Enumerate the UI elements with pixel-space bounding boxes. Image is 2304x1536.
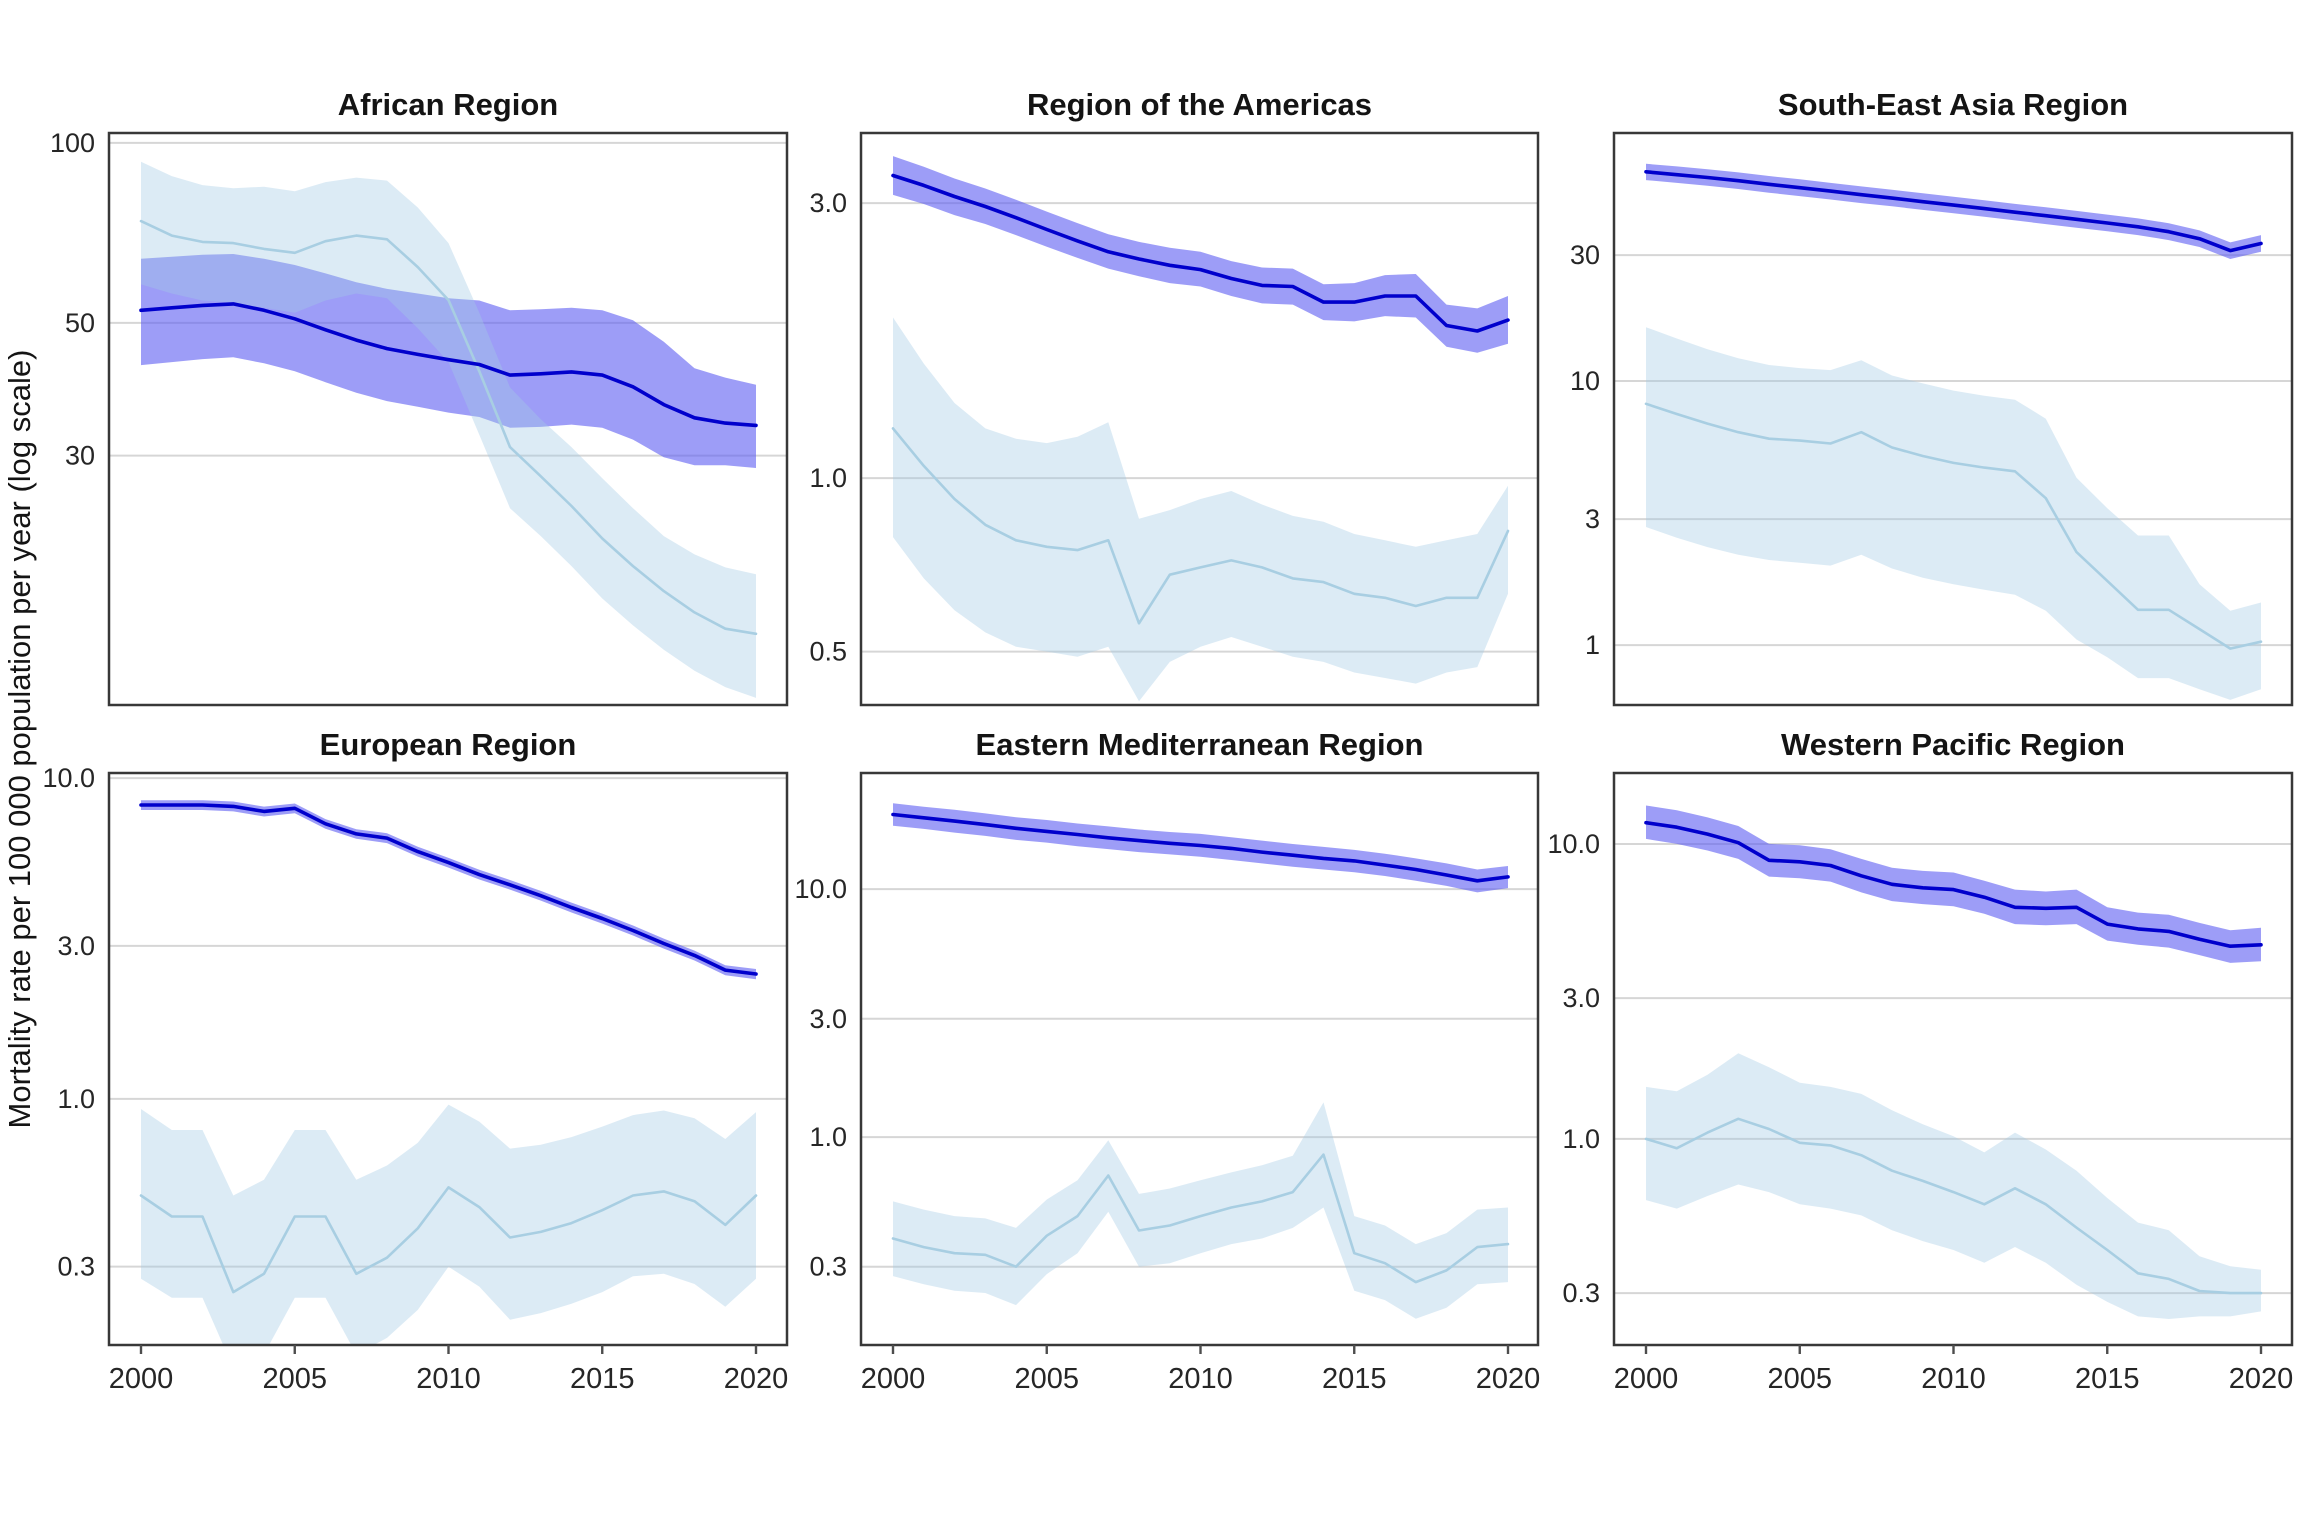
y-tick-label: 3.0 [809, 1004, 847, 1034]
y-tick-label: 0.3 [1562, 1278, 1600, 1308]
y-tick-label: 0.3 [809, 1252, 847, 1282]
x-tick-label: 2020 [2229, 1363, 2294, 1395]
panel-background [861, 133, 1538, 705]
panel-title: European Region [320, 727, 577, 762]
dark-blue-estimate-line [1644, 170, 2263, 253]
x-tick-label: 2015 [1322, 1363, 1387, 1395]
panel-african-region: 100 50 30 African Region [50, 87, 789, 707]
light-blue-estimate-line [139, 1186, 758, 1294]
y-tick-label: 0.5 [809, 637, 847, 667]
light-blue-estimate-confidence-band [893, 1102, 1508, 1319]
x-tick-label: 2005 [1014, 1363, 1079, 1395]
panel-background [1614, 773, 2292, 1345]
light-blue-estimate-line [139, 219, 758, 636]
y-tick-label: 10.0 [42, 763, 95, 793]
panel-plot-area [891, 156, 1510, 702]
x-tick-label: 2010 [416, 1363, 481, 1395]
y-tick-label: 3.0 [57, 931, 95, 961]
dark-blue-estimate-line [1644, 820, 2263, 949]
light-blue-estimate-line [891, 427, 1510, 625]
panel-background [109, 773, 787, 1345]
y-tick-label: 10 [1570, 366, 1600, 396]
light-blue-estimate-confidence-band [1646, 1053, 2261, 1319]
panel-title: South-East Asia Region [1778, 87, 2128, 122]
panel-title: Region of the Americas [1027, 87, 1372, 122]
x-tick-label: 2010 [1921, 1363, 1986, 1395]
panel-eastern-mediterranean-region: 10.0 3.0 1.0 0.3 2000 2005 2010 2015 2020 Eastern… [794, 727, 1540, 1395]
panel-plot-area [1644, 805, 2263, 1319]
light-blue-estimate-line [891, 1153, 1510, 1284]
panel-title: African Region [338, 87, 558, 122]
panel-plot-area [139, 800, 758, 1345]
light-blue-estimate-line [1644, 1117, 2263, 1295]
y-tick-label: 30 [65, 441, 95, 471]
panel-border [1612, 131, 2294, 707]
dark-blue-estimate-line [139, 302, 758, 428]
y-tick-label: 100 [50, 128, 95, 158]
y-tick-label: 10.0 [794, 874, 847, 904]
y-tick-label: 3 [1585, 504, 1600, 534]
y-tick-label: 30 [1570, 240, 1600, 270]
light-blue-estimate-line [1644, 402, 2263, 650]
y-tick-label: 0.3 [57, 1252, 95, 1282]
y-tick-label: 1.0 [809, 463, 847, 493]
y-tick-label: 1 [1585, 630, 1600, 660]
y-tick-label: 50 [65, 308, 95, 338]
y-tick-label: 10.0 [1547, 829, 1600, 859]
x-tick-label: 2020 [724, 1363, 789, 1395]
y-tick-label: 1.0 [809, 1122, 847, 1152]
light-blue-estimate-confidence-band [141, 1104, 756, 1345]
x-tick-label: 2000 [861, 1363, 926, 1395]
y-tick-label: 3.0 [1562, 983, 1600, 1013]
dark-blue-estimate-line [891, 812, 1510, 883]
x-tick-label: 2005 [1767, 1363, 1832, 1395]
panel-border [859, 131, 1540, 707]
panel-european-region: 10.0 3.0 1.0 0.3 2000 2005 2010 2015 2020 Europea… [42, 727, 788, 1395]
panel-title: Eastern Mediterranean Region [976, 727, 1424, 762]
light-blue-estimate-confidence-band [1646, 327, 2261, 700]
x-tick-label: 2005 [262, 1363, 327, 1395]
panel-plot-area [891, 803, 1510, 1319]
y-axis-label: Mortality rate per 100 000 population pe… [2, 350, 37, 1129]
panel-western-pacific-region: 10.0 3.0 1.0 0.3 2000 2005 2010 2015 2020 Western… [1547, 727, 2293, 1395]
dark-blue-estimate-line [139, 803, 758, 976]
panel-south-east-asia-region: 30 10 3 1 South-East Asia Region [1570, 87, 2294, 707]
x-tick-label: 2000 [109, 1363, 174, 1395]
y-tick-label: 3.0 [809, 188, 847, 218]
panel-plot-area [1644, 163, 2263, 700]
panel-plot-area [139, 161, 758, 698]
light-blue-estimate-confidence-band [893, 317, 1508, 702]
dark-blue-estimate-line [891, 173, 1510, 333]
panels-layer: 100 50 30 African Region 3.0 1.0 0.5 Region of … [42, 87, 2293, 1395]
dark-blue-estimate-confidence-band [893, 803, 1508, 893]
panel-border [107, 131, 789, 707]
x-tick-label: 2010 [1168, 1363, 1233, 1395]
x-tick-label: 2000 [1614, 1363, 1679, 1395]
x-tick-label: 2020 [1476, 1363, 1541, 1395]
x-tick-label: 2015 [2075, 1363, 2140, 1395]
y-tick-label: 1.0 [57, 1084, 95, 1114]
x-tick-label: 2015 [570, 1363, 635, 1395]
panel-region-of-the-americas: 3.0 1.0 0.5 Region of the Americas [809, 87, 1540, 707]
light-blue-estimate-confidence-band [141, 161, 756, 698]
y-tick-label: 1.0 [1562, 1124, 1600, 1154]
panel-title: Western Pacific Region [1781, 727, 2125, 762]
